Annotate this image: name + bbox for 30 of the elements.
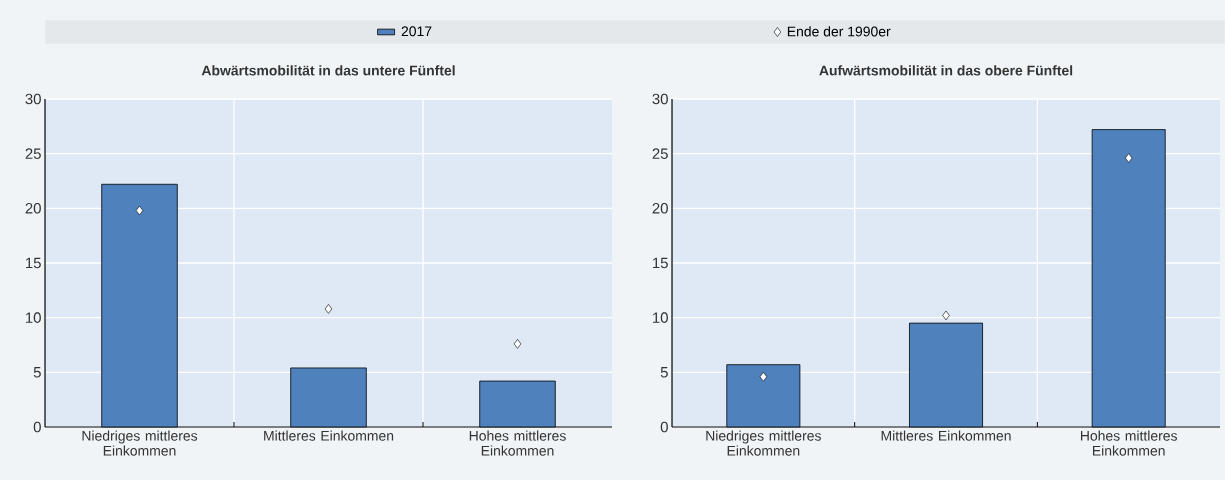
point xyxy=(942,310,950,321)
point xyxy=(1125,153,1133,163)
point xyxy=(513,339,522,349)
y-tick-label: 10 xyxy=(26,312,41,323)
point xyxy=(135,205,144,216)
y-tick-label: 25 xyxy=(25,148,41,159)
y-tick-label: 10 xyxy=(653,312,668,323)
y-tick-label: 25 xyxy=(652,148,668,159)
x-tick-label: Niedriges mittleres Einkommen xyxy=(82,430,198,456)
legend-label: 2017 xyxy=(401,26,432,37)
x-tick-label: Mittleres Einkommen xyxy=(264,430,394,441)
y-tick-label: 5 xyxy=(660,367,668,378)
chart-title: Aufwärtsmobilität in das obere Fünftel xyxy=(819,65,1073,76)
y-tick-label: 0 xyxy=(33,421,41,433)
y-tick-label: 15 xyxy=(26,257,41,269)
x-tick-label: Niedriges mittleres Einkommen xyxy=(706,430,821,456)
point xyxy=(759,371,768,382)
legend-label: Ende der 1990er xyxy=(787,26,891,37)
x-tick-label: Hohes mittleres Einkommen xyxy=(1080,430,1177,456)
y-tick-label: 5 xyxy=(33,367,41,378)
x-tick-label: Mittleres Einkommen xyxy=(881,430,1011,441)
point xyxy=(324,304,333,314)
chart-title: Abwärtsmobilität in das untere Fünftel xyxy=(201,65,455,76)
y-tick-label: 30 xyxy=(25,93,41,105)
y-tick-label: 30 xyxy=(652,93,668,105)
y-tick-label: 20 xyxy=(652,203,668,214)
y-tick-label: 20 xyxy=(25,203,41,214)
x-tick-label: Hohes mittleres Einkommen xyxy=(469,430,566,456)
y-tick-label: 0 xyxy=(660,421,668,433)
y-tick-label: 15 xyxy=(653,257,668,269)
